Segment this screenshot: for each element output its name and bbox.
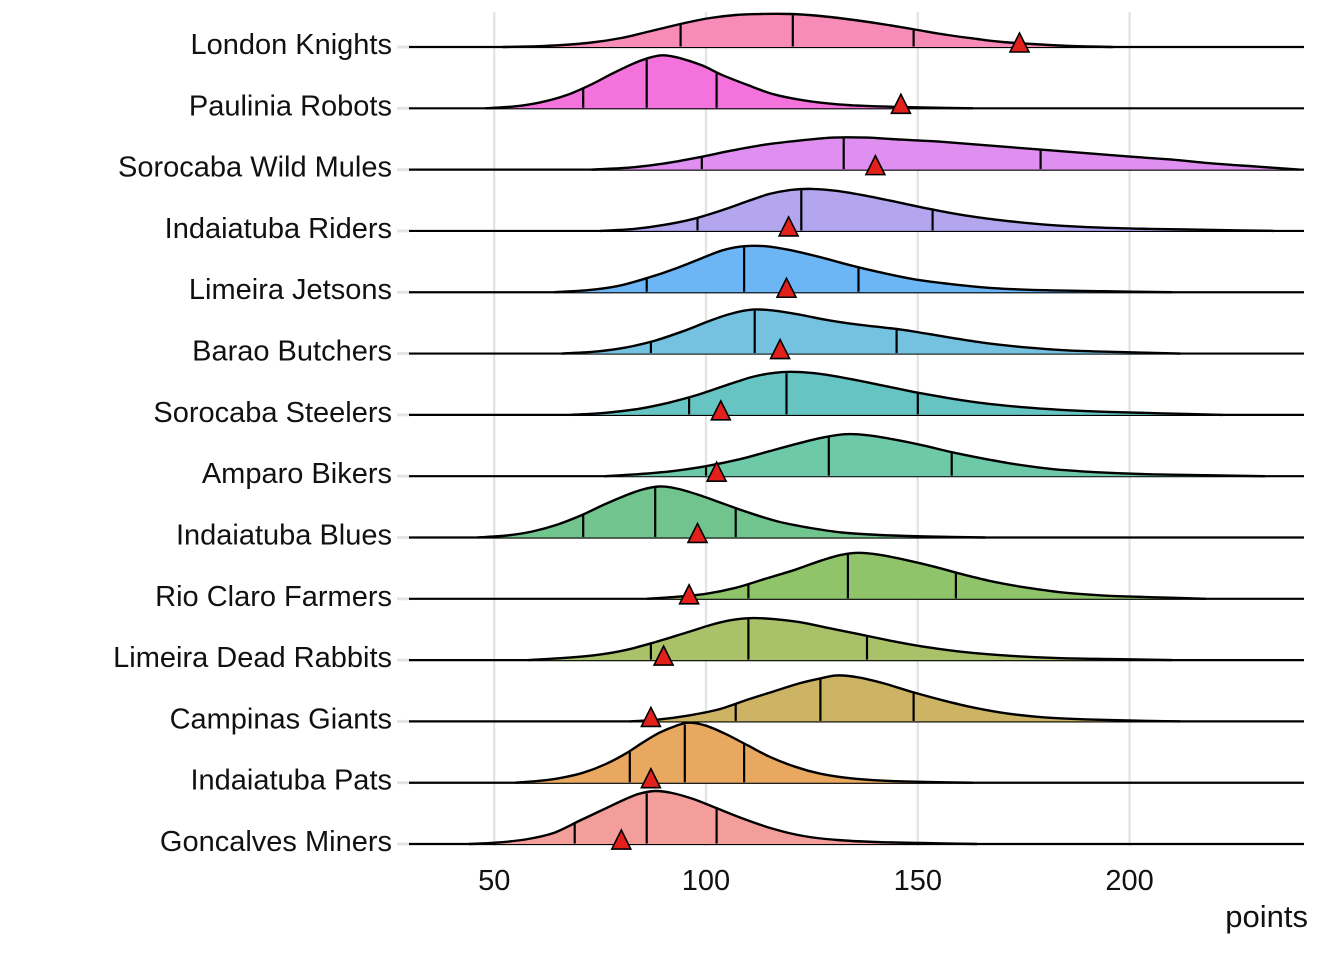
y-axis-label: Campinas Giants [170,703,392,735]
x-axis-tick-label: 100 [682,865,730,897]
observed-marker-triangle [610,828,633,850]
ridge-outline [646,551,1206,600]
ridge-area [477,486,986,538]
ridge-row: Sorocaba Steelers [153,370,1304,429]
y-axis-label: Indaiatuba Riders [165,213,392,245]
ridge-row: Sorocaba Wild Mules [118,136,1304,184]
ridge-outline [591,136,1300,171]
ridge-outline [485,54,973,110]
ridge-row: Amparo Bikers [202,432,1304,490]
ridge-outline [477,485,986,539]
y-axis-label: Rio Claro Farmers [155,581,392,613]
y-axis-label: Indaiatuba Blues [176,519,392,551]
ridge-outline [600,187,1274,233]
ridge-area [646,552,1206,599]
ridge-outline [570,370,1223,417]
ridge-area [570,371,1223,415]
ridge-row: Limeira Jetsons [189,244,1304,306]
observed-marker-triangle [640,705,662,728]
y-axis-label: London Knights [190,29,392,61]
ridge-area [528,618,1172,661]
ridge-row: Rio Claro Farmers [155,551,1304,613]
y-axis-label: Sorocaba Wild Mules [118,152,392,184]
y-axis-label: Paulinia Robots [189,90,392,122]
y-axis-label: Indaiatuba Pats [190,765,392,797]
observed-marker-triangle [769,337,791,360]
ridge-row: Campinas Giants [170,674,1304,735]
observed-marker-triangle [640,766,662,789]
observed-marker-triangle [705,460,728,482]
observed-marker-triangle [890,92,912,115]
y-axis-label: Goncalves Miners [160,826,392,858]
ridge-area [502,13,1113,47]
ridge-row: Paulinia Robots [189,54,1304,122]
observed-marker-triangle [777,215,800,237]
ridge-area [562,309,1181,354]
y-axis-label: Limeira Jetsons [189,274,392,306]
observed-marker-triangle [686,521,709,544]
ridge-row: Goncalves Miners [160,789,1304,858]
ridge-outline [553,244,1173,294]
plot-panel: London Knights Paulinia Robots Sorocaba Wi… [113,12,1304,897]
x-axis-title: points [1225,899,1308,934]
ridge-row: London Knights [190,12,1304,61]
y-axis-label: Amparo Bikers [202,458,392,490]
observed-marker-triangle [864,153,887,176]
ridge-area [629,675,1181,722]
ridge-area [468,790,978,844]
ridge-row: Indaiatuba Pats [190,721,1304,797]
ridge-outline [502,12,1113,49]
observed-marker-triangle [775,276,798,299]
y-axis-label: Limeira Dead Rabbits [113,642,392,674]
ridge-row: Limeira Dead Rabbits [113,616,1304,674]
ridge-outline [468,789,978,846]
x-axis-tick-label: 150 [894,865,942,897]
ridge-outline [604,432,1266,478]
observed-marker-triangle [710,399,732,421]
ridge-outline [528,616,1173,662]
ridge-outline [629,674,1181,723]
ridge-outline [515,721,973,784]
ridge-area [485,55,973,109]
observed-marker-triangle [1008,31,1031,53]
ridge-outline [561,308,1181,355]
ridge-row: Barao Butchers [192,308,1304,368]
ridge-row: Indaiatuba Blues [176,485,1304,551]
ridge-area [604,434,1266,477]
observed-marker-triangle [652,644,675,666]
ridge-row: Indaiatuba Riders [165,187,1304,245]
y-axis-label: Sorocaba Steelers [153,397,392,429]
observed-marker-triangle [678,583,700,605]
y-axis-label: Barao Butchers [192,336,392,368]
ridge-area [600,188,1274,231]
x-axis-tick-label: 50 [478,865,510,897]
x-axis-tick-label: 200 [1105,865,1153,897]
